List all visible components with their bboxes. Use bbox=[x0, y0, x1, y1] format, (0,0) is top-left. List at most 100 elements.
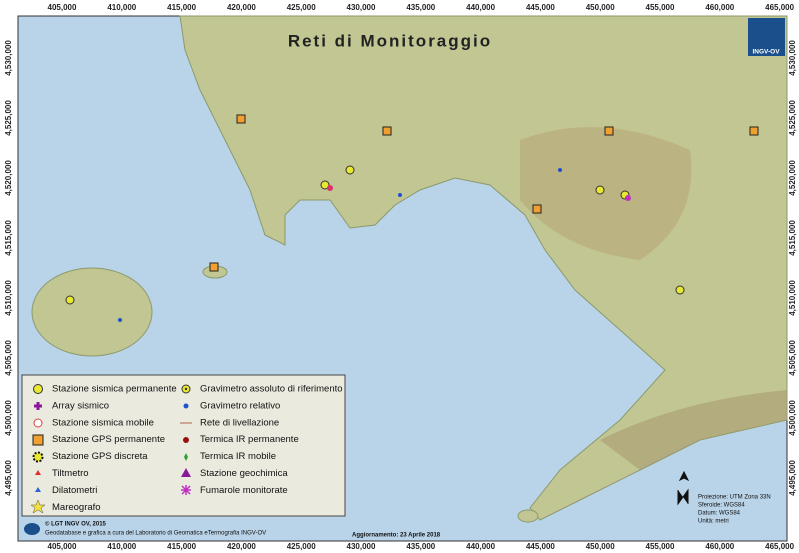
peninsula-relief bbox=[600, 390, 787, 470]
gps-station bbox=[749, 126, 759, 136]
y-coordinate-label: 4,510,000 bbox=[4, 280, 13, 316]
credit-note: Geodatabase e grafica a cura del Laborat… bbox=[45, 531, 266, 537]
legend-symbol bbox=[181, 485, 191, 495]
y-coordinate-label: 4,520,000 bbox=[4, 160, 13, 196]
copyright: © LGT INGV OV, 2015 bbox=[45, 521, 107, 528]
y-coordinate-label: 4,495,000 bbox=[788, 460, 797, 496]
legend-symbol bbox=[32, 434, 44, 446]
legend-label: Termica IR mobile bbox=[200, 451, 276, 462]
gps-station bbox=[209, 262, 219, 272]
x-coordinate-label: 425,000 bbox=[287, 3, 316, 12]
legend-symbol bbox=[184, 387, 188, 391]
x-coordinate-label: 410,000 bbox=[107, 542, 136, 551]
x-coordinate-label: 420,000 bbox=[227, 3, 256, 12]
legend-label: Stazione sismica mobile bbox=[52, 417, 154, 428]
x-coordinate-label: 435,000 bbox=[406, 542, 435, 551]
gravimeter bbox=[398, 193, 402, 197]
gravimeter bbox=[118, 318, 122, 322]
y-coordinate-label: 4,525,000 bbox=[788, 100, 797, 136]
y-coordinate-label: 4,500,000 bbox=[4, 400, 13, 436]
x-coordinate-label: 435,000 bbox=[406, 3, 435, 12]
legend-symbol bbox=[35, 470, 41, 475]
logo-box bbox=[748, 18, 785, 56]
legend-symbol bbox=[34, 402, 42, 410]
map-title: Reti di Monitoraggio bbox=[288, 31, 492, 50]
x-coordinate-label: 455,000 bbox=[646, 542, 675, 551]
x-coordinate-label: 465,000 bbox=[765, 542, 794, 551]
x-coordinate-label: 425,000 bbox=[287, 542, 316, 551]
gravimeter bbox=[558, 168, 562, 172]
legend-symbol bbox=[33, 384, 43, 394]
projection-line: Datum: WGS84 bbox=[698, 511, 741, 517]
x-coordinate-label: 420,000 bbox=[227, 542, 256, 551]
y-coordinate-label: 4,530,000 bbox=[788, 40, 797, 76]
stations bbox=[65, 114, 759, 322]
legend-symbol bbox=[184, 453, 188, 461]
legend-label: Mareografo bbox=[52, 502, 101, 513]
y-coordinate-label: 4,510,000 bbox=[788, 280, 797, 316]
fumarole bbox=[327, 185, 333, 191]
legend-symbol bbox=[30, 499, 46, 514]
lgt-logo bbox=[24, 523, 40, 535]
x-coordinate-label: 410,000 bbox=[107, 3, 136, 12]
x-coordinate-label: 460,000 bbox=[705, 542, 734, 551]
x-coordinate-label: 440,000 bbox=[466, 542, 495, 551]
station bbox=[595, 185, 605, 195]
y-coordinate-label: 4,505,000 bbox=[4, 340, 13, 376]
station bbox=[675, 285, 685, 295]
legend-label: Termica IR permanente bbox=[200, 434, 299, 445]
projection-info: Proiezione: UTM Zona 33N Sferoide: WGS84 D… bbox=[698, 495, 771, 525]
legend-label: Stazione sismica permanente bbox=[52, 384, 177, 395]
legend-label: Stazione GPS permanente bbox=[52, 434, 165, 445]
legend-entries: Stazione sismica permanente Array sismico… bbox=[52, 384, 343, 513]
projection-line: Proiezione: UTM Zona 33N bbox=[698, 495, 771, 501]
capri bbox=[517, 509, 539, 523]
legend-label: Tiltmetro bbox=[52, 468, 89, 479]
gps-station bbox=[236, 114, 246, 124]
legend-label: Gravimetro relativo bbox=[200, 400, 280, 411]
legend-label: Stazione GPS discreta bbox=[52, 451, 148, 462]
gps-station bbox=[382, 126, 392, 136]
legend-symbol bbox=[183, 403, 189, 409]
logo-text: INGV-OV bbox=[752, 49, 780, 56]
coordinate-labels: 405,000 405,000 410,000 410,000 415,000 415,0… bbox=[4, 3, 797, 551]
legend-symbols bbox=[30, 384, 192, 514]
x-coordinate-label: 450,000 bbox=[586, 542, 615, 551]
x-coordinate-label: 450,000 bbox=[586, 3, 615, 12]
ischia bbox=[31, 267, 153, 357]
y-coordinate-label: 4,515,000 bbox=[788, 220, 797, 256]
y-coordinate-label: 4,530,000 bbox=[4, 40, 13, 76]
update-date: Aggiornamento: 23 Aprile 2018 bbox=[352, 533, 441, 539]
legend-label: Stazione geochimica bbox=[200, 468, 288, 479]
x-coordinate-label: 455,000 bbox=[646, 3, 675, 12]
legend-label: Fumarole monitorate bbox=[200, 485, 288, 496]
legend-label: Dilatometri bbox=[52, 485, 97, 496]
projection-line: Sferoide: WGS84 bbox=[698, 503, 745, 509]
x-coordinate-label: 415,000 bbox=[167, 3, 196, 12]
y-coordinate-label: 4,505,000 bbox=[788, 340, 797, 376]
x-coordinate-label: 445,000 bbox=[526, 3, 555, 12]
x-coordinate-label: 460,000 bbox=[705, 3, 734, 12]
gps-station bbox=[604, 126, 614, 136]
y-coordinate-label: 4,515,000 bbox=[4, 220, 13, 256]
legend-symbol bbox=[183, 437, 189, 443]
x-coordinate-label: 445,000 bbox=[526, 542, 555, 551]
station bbox=[65, 295, 75, 305]
x-coordinate-label: 405,000 bbox=[48, 542, 77, 551]
x-coordinate-label: 430,000 bbox=[347, 542, 376, 551]
station bbox=[345, 165, 355, 175]
x-coordinate-label: 430,000 bbox=[347, 3, 376, 12]
projection-line: Unità: metri bbox=[698, 519, 729, 525]
vesuvius-relief bbox=[520, 127, 692, 260]
legend-symbol bbox=[32, 451, 44, 463]
y-coordinate-label: 4,495,000 bbox=[4, 460, 13, 496]
gps-station bbox=[532, 204, 542, 214]
x-coordinate-label: 465,000 bbox=[765, 3, 794, 12]
x-coordinate-label: 440,000 bbox=[466, 3, 495, 12]
x-coordinate-label: 415,000 bbox=[167, 542, 196, 551]
y-coordinate-label: 4,500,000 bbox=[788, 400, 797, 436]
legend-label: Array sismico bbox=[52, 400, 109, 411]
y-coordinate-label: 4,525,000 bbox=[4, 100, 13, 136]
legend-symbol bbox=[181, 468, 191, 477]
